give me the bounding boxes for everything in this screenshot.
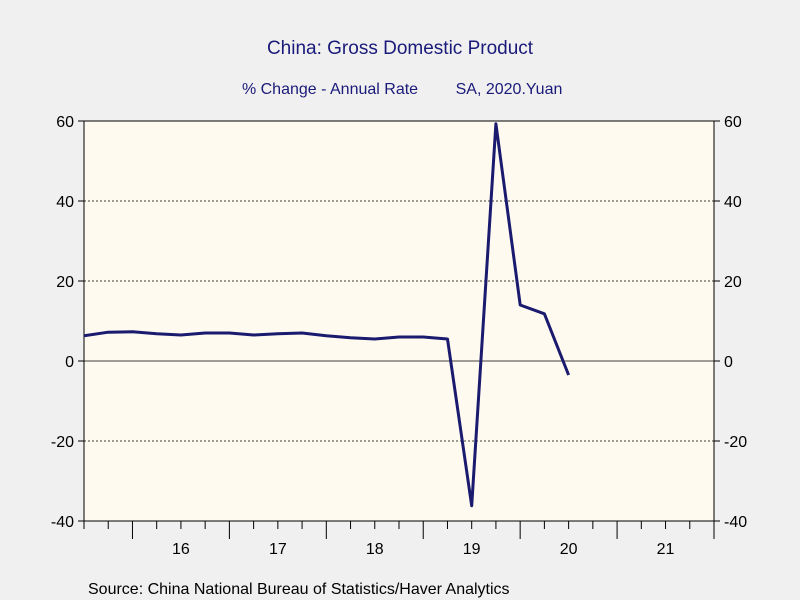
series-line — [84, 122, 570, 508]
y-tick-label-left: 60 — [56, 114, 74, 131]
y-tick-label-right: 0 — [724, 354, 733, 371]
plot-area — [83, 120, 715, 522]
grid-lines — [84, 200, 714, 442]
x-tick-label: 16 — [172, 541, 190, 558]
y-tick-label-left: 40 — [56, 194, 74, 211]
y-tick-label-left: 20 — [56, 274, 74, 291]
x-tick-label: 19 — [463, 541, 481, 558]
x-tick-label: 18 — [366, 541, 384, 558]
chart-subtitle-basis: SA, 2020.Yuan — [456, 81, 563, 98]
x-tick-label: 21 — [657, 541, 675, 558]
x-tick-label: 20 — [560, 541, 578, 558]
y-tick-label-right: -20 — [724, 434, 747, 451]
x-axis: 16 17 18 19 20 21 — [83, 521, 715, 558]
series-group — [84, 122, 570, 508]
chart-source: Source: China National Bureau of Statist… — [88, 581, 510, 598]
y-axis-right: 60 40 20 0 -20 -40 — [714, 114, 747, 531]
y-axis-left: 60 40 20 0 -20 -40 — [51, 114, 84, 531]
y-tick-label-right: -40 — [724, 514, 747, 531]
y-tick-label-right: 60 — [724, 114, 742, 131]
y-tick-label-left: 0 — [65, 354, 74, 371]
x-tick-label: 17 — [269, 541, 287, 558]
chart-subtitle-units: % Change - Annual Rate — [242, 81, 418, 98]
y-tick-label-left: -40 — [51, 514, 74, 531]
y-tick-label-left: -20 — [51, 434, 74, 451]
y-tick-label-right: 20 — [724, 274, 742, 291]
chart-title: China: Gross Domestic Product — [267, 38, 534, 59]
y-tick-label-right: 40 — [724, 194, 742, 211]
